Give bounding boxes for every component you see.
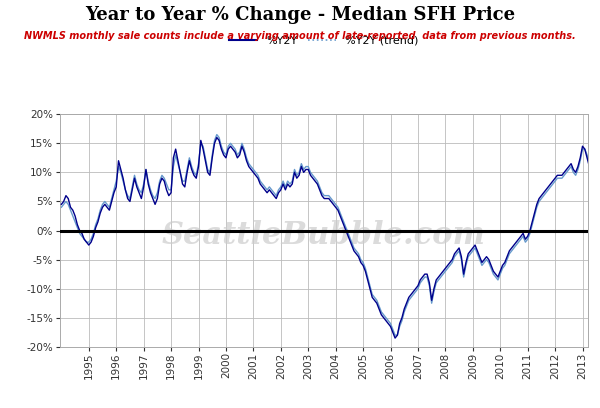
Text: SeattleBubble.com: SeattleBubble.com xyxy=(162,220,486,251)
Legend: %Y2Y, %Y2Y (trend): %Y2Y, %Y2Y (trend) xyxy=(225,31,423,50)
Text: NWMLS monthly sale counts include a varying amount of late-reported  data from p: NWMLS monthly sale counts include a vary… xyxy=(24,31,576,41)
Text: Year to Year % Change - Median SFH Price: Year to Year % Change - Median SFH Price xyxy=(85,6,515,24)
